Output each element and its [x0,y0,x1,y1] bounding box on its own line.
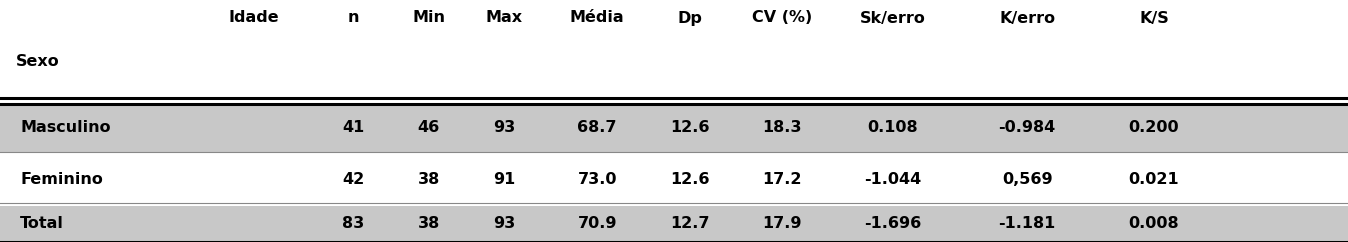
Text: 91: 91 [493,172,515,187]
Text: 38: 38 [418,217,439,232]
Text: 0.200: 0.200 [1128,121,1180,136]
Text: 0,569: 0,569 [1002,172,1053,187]
Text: 41: 41 [342,121,364,136]
Text: 68.7: 68.7 [577,121,617,136]
Text: 46: 46 [418,121,439,136]
Text: -0.984: -0.984 [999,121,1055,136]
Bar [0,206,1348,242]
Text: K/erro: K/erro [999,10,1055,25]
Text: 93: 93 [493,217,515,232]
Text: n: n [348,10,359,25]
Text: -1.696: -1.696 [864,217,921,232]
Text: 93: 93 [493,121,515,136]
Text: Dp: Dp [678,10,702,25]
Text: K/S: K/S [1139,10,1169,25]
Text: 18.3: 18.3 [762,121,802,136]
Text: 0.008: 0.008 [1128,217,1180,232]
Text: 42: 42 [342,172,364,187]
Text: Masculino: Masculino [20,121,111,136]
Text: Max: Max [485,10,523,25]
Text: Sk/erro: Sk/erro [860,10,925,25]
Text: Total: Total [20,217,65,232]
Text: 73.0: 73.0 [577,172,617,187]
Text: Feminino: Feminino [20,172,102,187]
Text: 12.7: 12.7 [670,217,710,232]
Text: Média: Média [570,10,624,25]
Bar [0,155,1348,203]
Text: 0.108: 0.108 [867,121,918,136]
Text: 12.6: 12.6 [670,121,710,136]
Text: 17.2: 17.2 [762,172,802,187]
Text: 12.6: 12.6 [670,172,710,187]
Text: 38: 38 [418,172,439,187]
Text: 0.021: 0.021 [1128,172,1180,187]
Bar [0,104,1348,152]
Text: 17.9: 17.9 [762,217,802,232]
Text: 70.9: 70.9 [577,217,617,232]
Text: Idade: Idade [228,10,279,25]
Text: Sexo: Sexo [16,54,59,69]
Text: Min: Min [412,10,445,25]
Text: 83: 83 [342,217,364,232]
Text: CV (%): CV (%) [752,10,811,25]
Text: -1.181: -1.181 [999,217,1055,232]
Text: -1.044: -1.044 [864,172,921,187]
